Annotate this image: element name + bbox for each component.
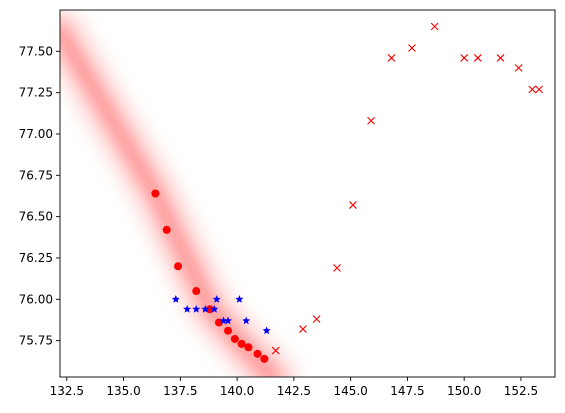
x-axis: 132.5 135.0 137.5 140.0 142.5 145.0 147.5 150.0…	[50, 377, 538, 398]
data-point	[262, 326, 271, 335]
data-point	[212, 295, 221, 303]
data-point	[242, 316, 251, 325]
data-point	[162, 225, 171, 234]
data-point	[299, 325, 307, 333]
y-tick-label: 77.00	[19, 127, 53, 141]
data-point	[192, 287, 201, 296]
y-tick-label: 75.75	[19, 334, 53, 348]
data-point	[271, 346, 280, 355]
data-point	[237, 339, 246, 348]
y-axis: 75.75 76.00 76.25 76.50 76.75 77.00 77.25 77.50	[19, 44, 60, 348]
data-point	[151, 189, 160, 198]
data-point	[183, 305, 192, 313]
data-point	[333, 264, 341, 272]
x-tick-label: 145.0	[333, 384, 367, 398]
data-point	[387, 54, 396, 62]
x-tick-label: 137.5	[163, 384, 197, 398]
series-circle	[151, 189, 269, 363]
data-point	[235, 295, 244, 303]
series-x	[271, 22, 543, 355]
uncertainty-band	[60, 10, 304, 377]
data-point	[535, 85, 543, 94]
data-point	[260, 354, 269, 363]
data-point	[192, 305, 201, 313]
x-tick-label: 132.5	[50, 384, 84, 398]
data-point	[496, 54, 505, 62]
data-point	[253, 349, 262, 358]
data-point	[174, 262, 183, 271]
y-tick-label: 77.25	[19, 86, 53, 100]
data-point	[367, 116, 375, 125]
data-point	[210, 305, 219, 313]
data-point	[171, 295, 180, 303]
data-point	[224, 326, 233, 335]
data-point	[244, 343, 253, 352]
x-tick-label: 142.5	[277, 384, 311, 398]
data-point	[224, 316, 233, 325]
data-point	[349, 201, 357, 209]
x-tick-label: 147.5	[390, 384, 424, 398]
data-point	[219, 316, 228, 325]
data-point	[312, 315, 321, 324]
data-point	[473, 54, 482, 62]
y-tick-label: 76.25	[19, 251, 53, 265]
x-tick-label: 140.0	[220, 384, 254, 398]
data-point	[201, 305, 210, 313]
plot-frame	[59, 9, 556, 378]
x-tick-label: 135.0	[106, 384, 140, 398]
series-layer	[151, 22, 543, 363]
x-tick-label: 152.5	[504, 384, 538, 398]
data-point	[205, 305, 214, 314]
data-point	[230, 334, 239, 343]
data-point	[514, 63, 523, 72]
y-tick-label: 76.50	[19, 210, 53, 224]
data-point	[430, 22, 439, 31]
data-point	[460, 54, 469, 62]
y-tick-label: 76.75	[19, 168, 53, 182]
y-tick-label: 76.00	[19, 292, 53, 306]
y-tick-label: 77.50	[19, 44, 53, 58]
x-tick-label: 150.0	[447, 384, 481, 398]
data-point	[528, 85, 537, 94]
data-point	[408, 44, 416, 52]
series-star	[171, 295, 271, 335]
